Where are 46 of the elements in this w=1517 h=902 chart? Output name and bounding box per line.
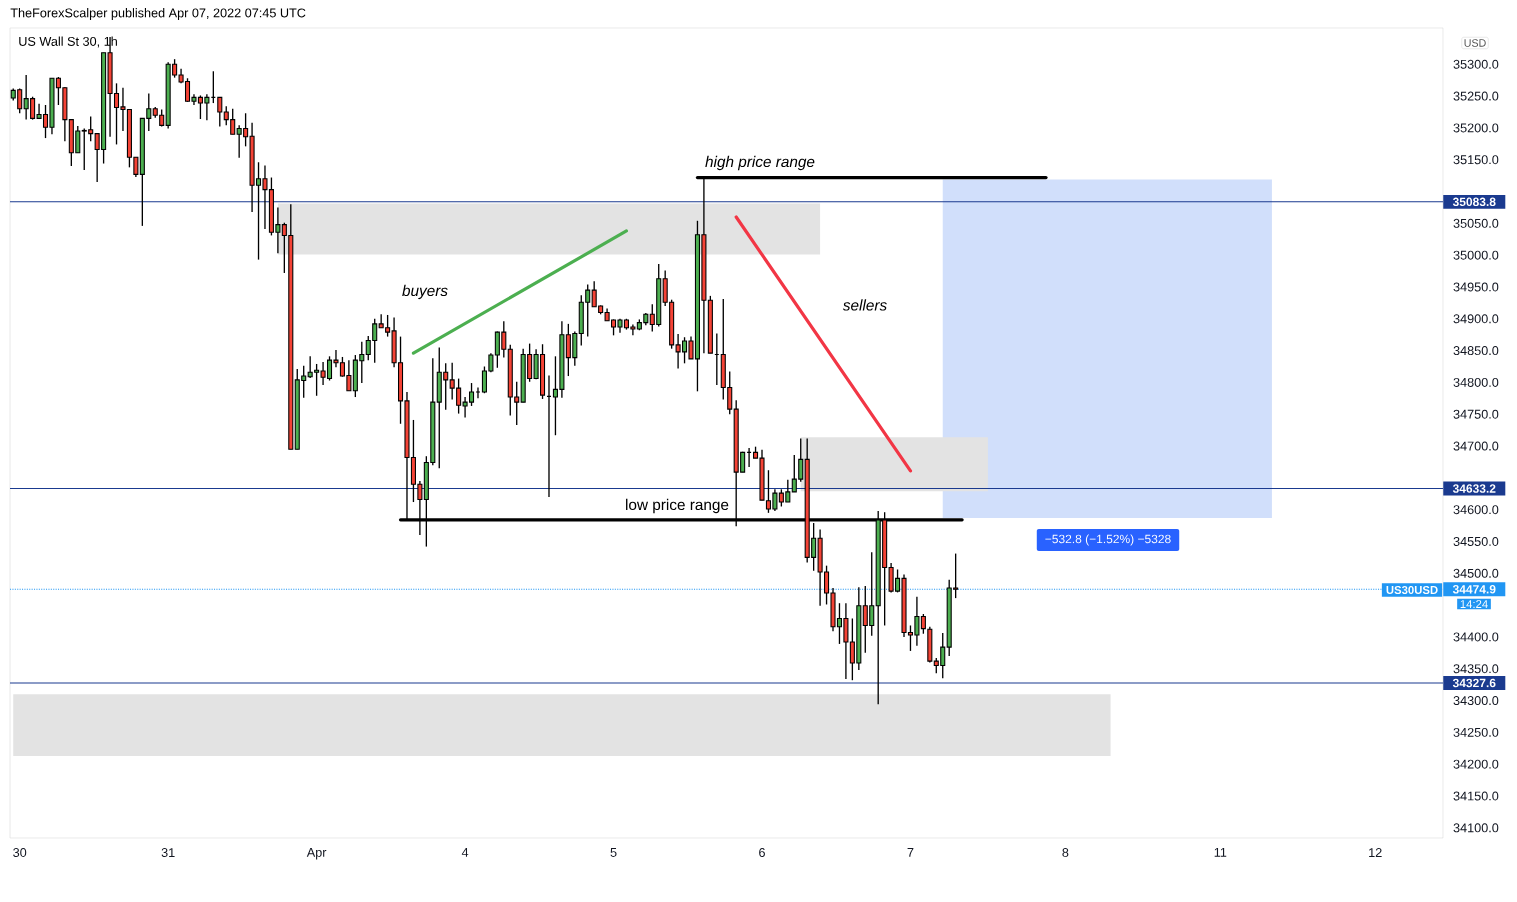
annotation: low price range: [626, 498, 729, 514]
y-tick-label: 34700.0: [1453, 441, 1499, 451]
annotation: −532.8 (−1.52%) −5328: [1045, 534, 1171, 546]
y-tick-label: 34600.0: [1453, 505, 1499, 515]
annotation: buyers: [402, 284, 448, 300]
y-tick-label: 34500.0: [1453, 568, 1499, 578]
chart-subtitle: TheForexScalper published Apr 07, 2022 07:45 UTC: [10, 8, 306, 20]
y-tick-label: 34400.0: [1453, 632, 1499, 642]
annotation: high price range: [705, 155, 815, 171]
x-tick-label: 6: [759, 848, 765, 858]
x-tick-label: 11: [1214, 848, 1227, 857]
y-tick-label: 34350.0: [1453, 664, 1499, 674]
y-tick-label: 35150.0: [1453, 155, 1499, 165]
x-tick-label: 31: [161, 848, 175, 858]
y-tick-label: 34550.0: [1453, 537, 1499, 546]
y-tick-label: 34300.0: [1453, 696, 1499, 706]
ref-line-label: 34474.9: [1452, 585, 1496, 594]
y-tick-label: 35300.0: [1453, 59, 1499, 69]
x-tick-label: 8: [1062, 848, 1069, 858]
text: USD: [1464, 39, 1486, 47]
x-tick-label: Apr: [306, 848, 327, 860]
y-tick-label: 35000.0: [1453, 250, 1499, 260]
y-tick-label: 35200.0: [1453, 123, 1499, 133]
annotation: sellers: [842, 299, 887, 311]
y-tick-label: 34950.0: [1453, 282, 1499, 292]
candlestick: [217, 96, 223, 128]
y-tick-label: 34200.0: [1453, 759, 1499, 769]
x-tick-label: 12: [1369, 848, 1382, 857]
y-tick-label: 34150.0: [1453, 791, 1499, 801]
x-tick-label: 7: [907, 848, 914, 857]
x-tick-label: 5: [610, 848, 617, 857]
y-tick-label: 35050.0: [1453, 218, 1499, 228]
y-tick-label: 34250.0: [1453, 727, 1499, 737]
y-tick-label: 34800.0: [1453, 377, 1499, 387]
text: 14:24: [1460, 600, 1488, 608]
ref-line-label: 34633.2: [1452, 484, 1496, 493]
y-tick-label: 34100.0: [1453, 823, 1499, 833]
y-tick-label: 34750.0: [1453, 409, 1499, 419]
x-tick-label: 30: [13, 848, 27, 858]
ref-line-label: 34327.6: [1452, 678, 1496, 688]
y-tick-label: 34850.0: [1453, 346, 1499, 356]
annotation: US30USD: [1386, 585, 1438, 595]
y-tick-label: 35250.0: [1453, 91, 1499, 101]
y-tick-label: 34900.0: [1453, 314, 1499, 324]
ref-line-label: 35083.8: [1452, 197, 1496, 207]
x-tick-label: 4: [461, 848, 469, 857]
